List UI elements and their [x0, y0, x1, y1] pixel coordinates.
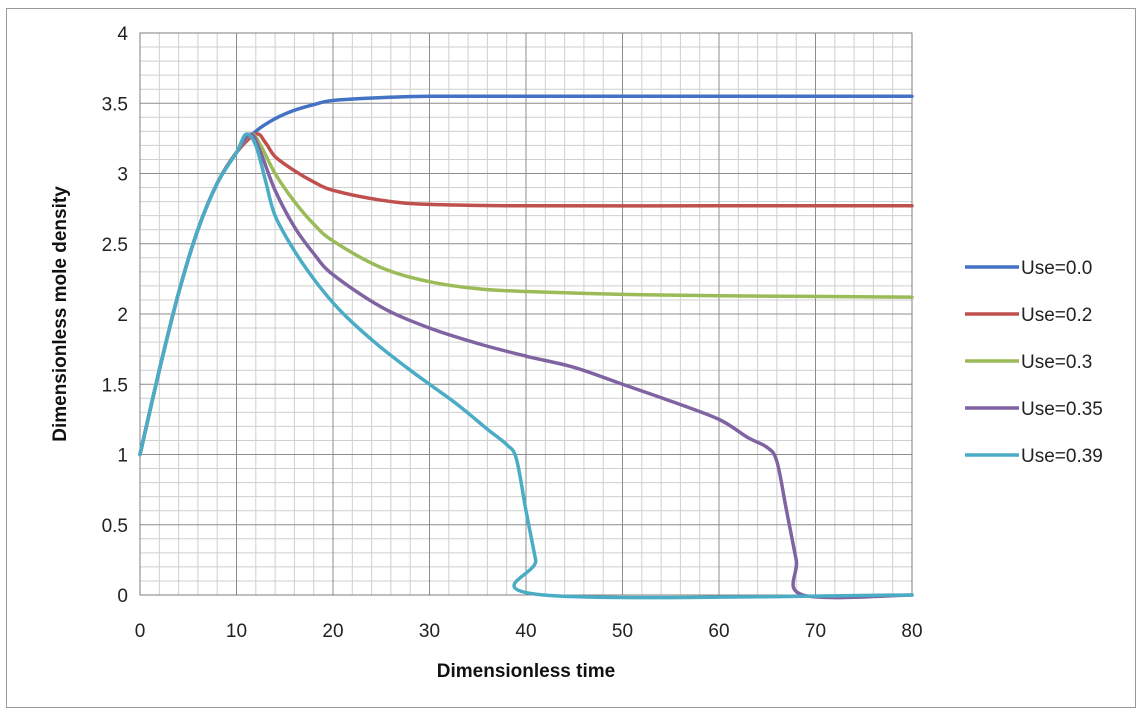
- chart-frame: [6, 8, 1136, 708]
- x-tick-label: 0: [135, 621, 146, 642]
- y-tick-label: 2: [117, 305, 128, 326]
- y-tick-label: 0: [117, 586, 128, 607]
- y-tick-label: 2.5: [102, 235, 128, 256]
- y-axis-title: Dimensionless mole density: [50, 186, 71, 442]
- y-axis-ticks: 0 0.5 1 1.5 2 2.5 3 3.5 4: [102, 24, 129, 607]
- y-tick-label: 3: [117, 165, 128, 186]
- plot-area: [139, 32, 913, 596]
- x-tick-label: 10: [226, 621, 247, 642]
- x-tick-label: 70: [805, 621, 826, 642]
- x-tick-label: 50: [612, 621, 633, 642]
- legend-label: Use=0.0: [1021, 258, 1092, 279]
- y-tick-label: 1.5: [102, 375, 128, 396]
- x-tick-label: 30: [419, 621, 440, 642]
- x-tick-label: 80: [901, 621, 922, 642]
- series-layer: [138, 94, 914, 600]
- legend-label: Use=0.35: [1021, 399, 1103, 420]
- y-tick-label: 1: [117, 446, 128, 467]
- legend-label: Use=0.3: [1021, 352, 1092, 373]
- y-tick-label: 3.5: [102, 94, 128, 115]
- x-tick-label: 60: [708, 621, 729, 642]
- legend: Use=0.0 Use=0.2 Use=0.3 Use=0.35 Use=0.39: [965, 258, 1103, 467]
- y-tick-label: 0.5: [102, 516, 128, 537]
- legend-label: Use=0.39: [1021, 446, 1103, 467]
- x-axis-ticks: 0 10 20 30 40 50 60 70 80: [135, 621, 923, 642]
- legend-label: Use=0.2: [1021, 305, 1092, 326]
- series-line-5: [138, 132, 914, 600]
- y-tick-label: 4: [117, 24, 128, 45]
- x-tick-label: 20: [322, 621, 343, 642]
- x-axis-title: Dimensionless time: [437, 661, 615, 682]
- x-tick-label: 40: [515, 621, 536, 642]
